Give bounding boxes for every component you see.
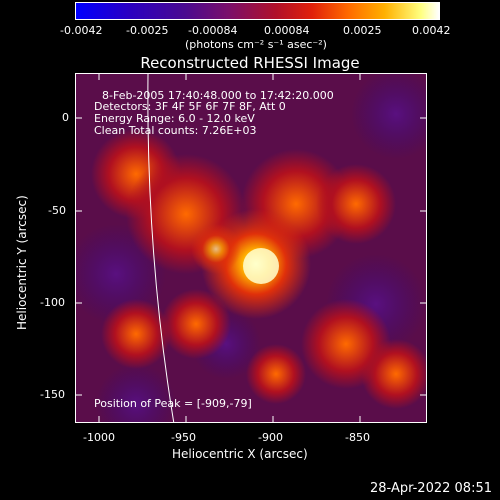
y-tick-label: -100 — [40, 296, 65, 309]
y-tick-label: 0 — [62, 111, 69, 124]
x-tick-label: -950 — [171, 431, 196, 444]
detectors-annotation: Detectors: 3F 4F 5F 6F 7F 8F, Att 0 — [94, 100, 286, 113]
heatmap-image — [76, 74, 426, 422]
y-axis-label: Heliocentric Y (arcsec) — [15, 195, 29, 330]
clean-counts-annotation: Clean Total counts: 7.26E+03 — [94, 124, 257, 137]
energy-range-annotation: Energy Range: 6.0 - 12.0 keV — [94, 112, 255, 125]
colorbar-tick: 0.0042 — [412, 24, 451, 37]
time-range-annotation: 8-Feb-2005 17:40:48.000 to 17:42:20.000 — [102, 89, 334, 102]
x-tick-label: -850 — [345, 431, 370, 444]
colorbar-tick: -0.0025 — [126, 24, 169, 37]
colorbar-tick: -0.00084 — [188, 24, 238, 37]
colorbar-tick: 0.0025 — [343, 24, 382, 37]
colorbar — [75, 2, 440, 20]
colorbar-tick: 0.00084 — [264, 24, 310, 37]
plot-title: Reconstructed RHESSI Image — [140, 54, 360, 72]
colorbar-tick: -0.0042 — [60, 24, 103, 37]
y-tick-label: -150 — [40, 388, 65, 401]
x-tick-label: -900 — [258, 431, 283, 444]
x-tick-label: -1000 — [83, 431, 115, 444]
timestamp: 28-Apr-2022 08:51 — [370, 481, 492, 496]
peak-position-annotation: Position of Peak = [-909,-79] — [94, 397, 252, 410]
image-panel — [75, 73, 427, 423]
y-tick-label: -50 — [48, 204, 66, 217]
x-axis-label: Heliocentric X (arcsec) — [172, 447, 308, 461]
colorbar-unit-label: (photons cm⁻² s⁻¹ asec⁻²) — [185, 38, 327, 51]
